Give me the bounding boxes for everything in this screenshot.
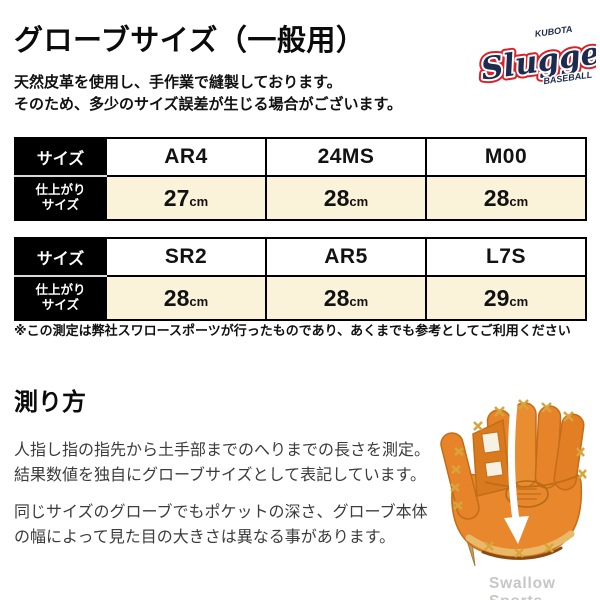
- slugger-logo-icon: Slugger Slugger Slugger KUBOTA KUBOTA BA…: [475, 22, 600, 91]
- kubota-slugger-logo: Slugger Slugger Slugger KUBOTA KUBOTA BA…: [475, 12, 600, 102]
- finished-size-cell: 29cm: [425, 275, 587, 321]
- finished-size-cell: 28cm: [265, 175, 427, 221]
- size-row-label: サイズ: [14, 237, 107, 277]
- swallow-sports-watermark: Swallow Sports: [489, 575, 556, 600]
- finished-size-cell: 28cm: [425, 175, 587, 221]
- measuring-heading: 測り方: [14, 389, 86, 416]
- measurement-disclaimer: ※この測定は弊社スワロースポーツが行ったものであり、あくまでも参考としてご利用く…: [14, 323, 571, 338]
- finished-size-row-label: 仕上がり サイズ: [14, 175, 107, 221]
- size-code-cell: L7S: [425, 237, 587, 277]
- intro-text: 天然皮革を使用し、手作業で縫製しております。 そのため、多少のサイズ誤差が生じる…: [14, 72, 402, 116]
- glove-laces: [450, 399, 587, 558]
- measure-arrow-icon: [504, 400, 529, 544]
- size-code-cell: AR4: [105, 137, 267, 177]
- measuring-paragraph-1: 人指し指の指先から土手部までのへりまでの長さを測定。 結果数値を独自にグローブサ…: [14, 442, 431, 484]
- size-table-1: サイズ AR4 24MS M00 仕上がり サイズ 27cm 28cm 28cm: [14, 137, 587, 221]
- size-code-cell: M00: [425, 137, 587, 177]
- finished-size-cell: 27cm: [105, 175, 267, 221]
- finished-size-cell: 28cm: [265, 275, 427, 321]
- size-table-2: サイズ SR2 AR5 L7S 仕上がり サイズ 28cm 28cm 29cm: [14, 237, 587, 321]
- measuring-paragraph-2: 同じサイズのグローブでもポケットの深さ、グローブ本体 の幅によって見た目の大きさ…: [14, 504, 428, 546]
- size-row-label: サイズ: [14, 137, 107, 177]
- logo-top-text: KUBOTA: [534, 24, 573, 39]
- page-title: グローブサイズ（一般用）: [14, 25, 366, 57]
- size-code-cell: 24MS: [265, 137, 427, 177]
- intro-line-1: 天然皮革を使用し、手作業で縫製しております。: [14, 74, 342, 91]
- intro-line-2: そのため、多少のサイズ誤差が生じる場合がございます。: [14, 96, 403, 113]
- size-code-cell: SR2: [105, 237, 267, 277]
- finished-size-row-label: 仕上がり サイズ: [14, 275, 107, 321]
- size-code-cell: AR5: [265, 237, 427, 277]
- glove-photo: [426, 390, 598, 572]
- baseball-glove-icon: [440, 399, 587, 567]
- finished-size-cell: 28cm: [105, 275, 267, 321]
